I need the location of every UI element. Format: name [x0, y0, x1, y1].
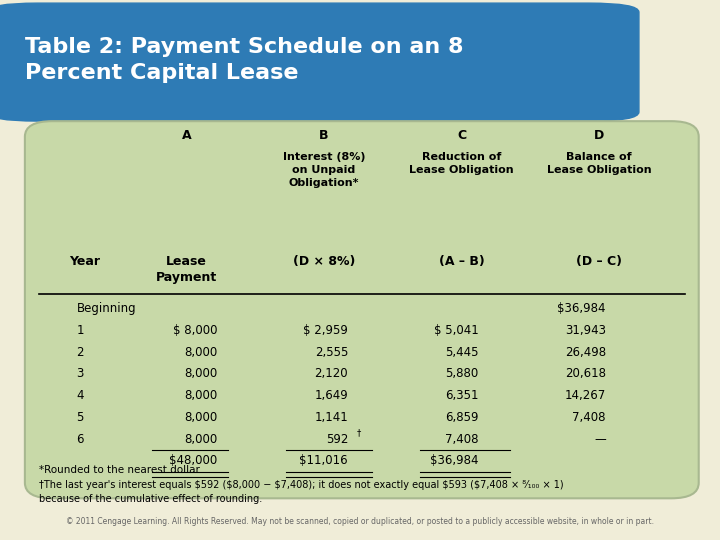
Text: 7,408: 7,408 [572, 411, 606, 424]
Text: 26,498: 26,498 [564, 346, 606, 359]
Text: A: A [181, 129, 192, 142]
Text: 2,555: 2,555 [315, 346, 348, 359]
Text: Beginning: Beginning [76, 302, 136, 315]
Text: $36,984: $36,984 [430, 454, 479, 468]
Text: 14,267: 14,267 [564, 389, 606, 402]
Text: 6: 6 [76, 433, 84, 446]
Text: Reduction of
Lease Obligation: Reduction of Lease Obligation [409, 152, 514, 175]
Text: 8,000: 8,000 [184, 346, 217, 359]
Text: 20,618: 20,618 [565, 367, 606, 380]
Text: 4: 4 [76, 389, 84, 402]
Text: Lease
Payment: Lease Payment [156, 255, 217, 285]
Text: $48,000: $48,000 [169, 454, 217, 468]
Text: D: D [594, 129, 604, 142]
Text: $11,016: $11,016 [300, 454, 348, 468]
Text: Table 2: Payment Schedule on an 8
Percent Capital Lease: Table 2: Payment Schedule on an 8 Percen… [25, 37, 464, 83]
Text: 8,000: 8,000 [184, 367, 217, 380]
Text: 8,000: 8,000 [184, 389, 217, 402]
Text: —: — [594, 433, 606, 446]
Text: (D × 8%): (D × 8%) [293, 255, 355, 268]
Text: 5: 5 [76, 411, 84, 424]
Text: 1,141: 1,141 [315, 411, 348, 424]
Text: Year: Year [70, 255, 101, 268]
Text: Interest (8%)
on Unpaid
Obligation*: Interest (8%) on Unpaid Obligation* [283, 152, 365, 188]
Text: 2,120: 2,120 [315, 367, 348, 380]
Text: © 2011 Cengage Learning. All Rights Reserved. May not be scanned, copied or dupl: © 2011 Cengage Learning. All Rights Rese… [66, 517, 654, 525]
Text: 592: 592 [325, 433, 348, 446]
Text: 5,880: 5,880 [446, 367, 479, 380]
Text: $36,984: $36,984 [557, 302, 606, 315]
FancyBboxPatch shape [0, 3, 639, 121]
Text: 3: 3 [76, 367, 84, 380]
Text: (A – B): (A – B) [438, 255, 485, 268]
Text: B: B [319, 129, 329, 142]
Text: 8,000: 8,000 [184, 433, 217, 446]
Text: 8,000: 8,000 [184, 411, 217, 424]
Text: 2: 2 [76, 346, 84, 359]
Text: †The last year's interest equals $592 ($8,000 − $7,408); it does not exactly equ: †The last year's interest equals $592 ($… [39, 480, 563, 490]
Text: 5,445: 5,445 [445, 346, 479, 359]
Text: 31,943: 31,943 [565, 324, 606, 337]
Text: 6,351: 6,351 [445, 389, 479, 402]
Text: †: † [356, 428, 361, 437]
Text: because of the cumulative effect of rounding.: because of the cumulative effect of roun… [39, 494, 262, 504]
Text: $ 5,041: $ 5,041 [434, 324, 479, 337]
Text: $ 8,000: $ 8,000 [173, 324, 217, 337]
Text: 1: 1 [76, 324, 84, 337]
Text: *Rounded to the nearest dollar.: *Rounded to the nearest dollar. [39, 465, 202, 475]
Text: $ 2,959: $ 2,959 [303, 324, 348, 337]
Text: (D – C): (D – C) [576, 255, 622, 268]
Text: 6,859: 6,859 [445, 411, 479, 424]
Text: 1,649: 1,649 [315, 389, 348, 402]
Text: Balance of
Lease Obligation: Balance of Lease Obligation [546, 152, 652, 175]
FancyBboxPatch shape [25, 121, 698, 498]
Text: 7,408: 7,408 [445, 433, 479, 446]
Text: C: C [457, 129, 466, 142]
